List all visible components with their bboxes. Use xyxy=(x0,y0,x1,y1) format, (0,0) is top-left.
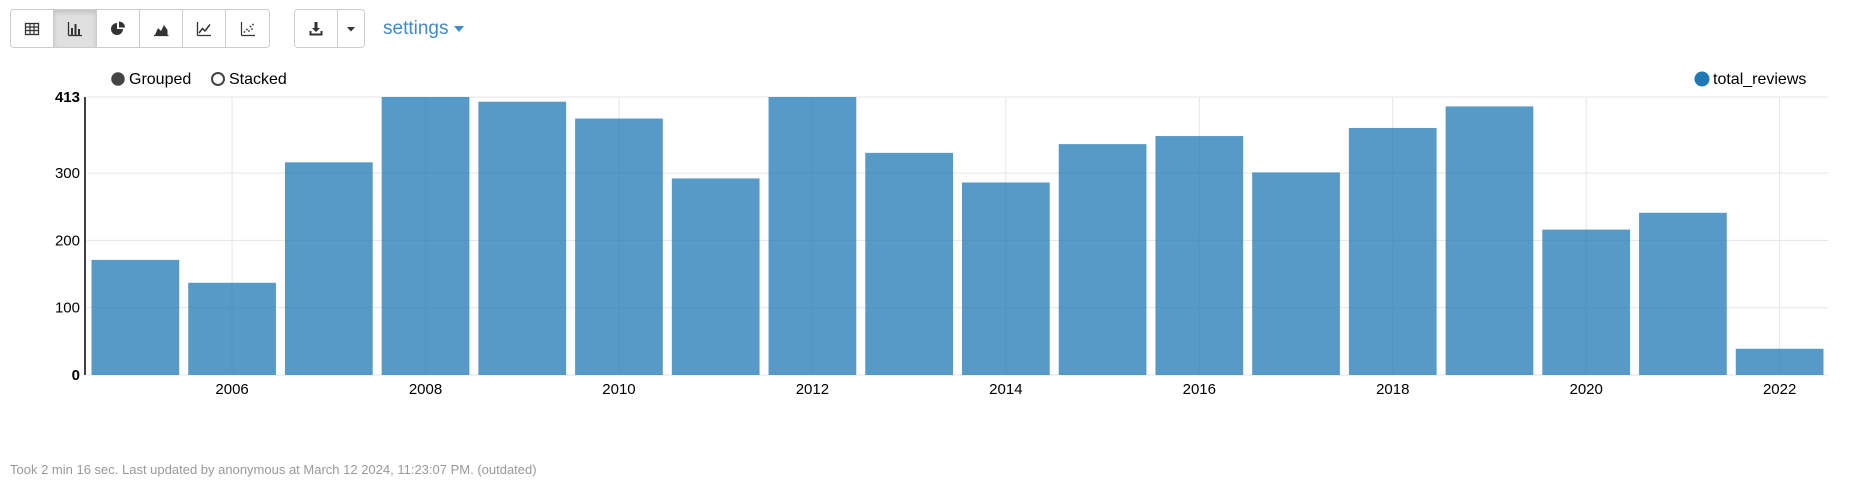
grouped-radio-icon xyxy=(111,72,125,86)
area-chart-view-button[interactable] xyxy=(140,10,183,47)
table-view-button[interactable] xyxy=(11,10,54,47)
chart-toolbar: settings xyxy=(10,9,465,48)
y-tick-label: 200 xyxy=(55,232,80,249)
view-type-button-group xyxy=(10,9,270,48)
y-tick-label: 300 xyxy=(55,165,80,182)
x-tick-label: 2008 xyxy=(409,381,442,398)
bar-2019[interactable] xyxy=(1445,106,1534,375)
stacked-radio-icon xyxy=(211,72,225,86)
legend-item-total-reviews[interactable]: total_reviews xyxy=(1694,71,1806,88)
download-button[interactable] xyxy=(295,10,338,47)
y-tick-label: 413 xyxy=(55,89,80,106)
settings-dropdown[interactable]: settings xyxy=(383,17,465,40)
line-chart-view-button[interactable] xyxy=(183,10,226,47)
download-dropdown-button[interactable] xyxy=(338,10,364,47)
pie-chart-icon xyxy=(111,21,125,35)
stacked-label: Stacked xyxy=(229,71,287,88)
x-tick-label: 2022 xyxy=(1763,381,1796,398)
x-tick-label: 2018 xyxy=(1376,381,1409,398)
settings-label: settings xyxy=(383,17,449,39)
bar-chart-view-button[interactable] xyxy=(54,10,97,47)
x-tick-label: 2016 xyxy=(1183,381,1216,398)
status-footer: Took 2 min 16 sec. Last updated by anony… xyxy=(10,462,537,477)
x-tick-label: 2010 xyxy=(602,381,635,398)
y-tick-label: 100 xyxy=(55,300,80,317)
bar-2009[interactable] xyxy=(478,101,567,376)
bar-2021[interactable] xyxy=(1639,212,1727,375)
legend-label: total_reviews xyxy=(1713,71,1806,88)
bar-2018[interactable] xyxy=(1348,127,1437,375)
bar-chart-icon xyxy=(67,21,82,36)
caret-down-icon xyxy=(347,26,355,31)
bar-2005[interactable] xyxy=(91,259,180,375)
x-tick-label: 2006 xyxy=(215,381,248,398)
bar-chart-svg: 0 100 200 300 413 2006 2008 2010 2012 2014 2016 201… xyxy=(55,71,1828,398)
bar-2007[interactable] xyxy=(284,162,373,375)
x-tick-label: 2020 xyxy=(1570,381,1603,398)
grouped-radio[interactable]: Grouped xyxy=(111,71,191,88)
bar-2012[interactable] xyxy=(768,97,857,375)
grouped-label: Grouped xyxy=(129,71,191,88)
table-icon xyxy=(24,22,40,35)
bars xyxy=(91,97,1824,376)
bar-2016[interactable] xyxy=(1155,136,1244,375)
stacked-radio[interactable]: Stacked xyxy=(211,71,287,88)
x-tick-label: 2012 xyxy=(796,381,829,398)
bar-2011[interactable] xyxy=(671,178,760,375)
download-icon xyxy=(309,21,323,35)
bar-chart: 0 100 200 300 413 2006 2008 2010 2012 2014 2016 201… xyxy=(0,58,1851,398)
line-chart-icon xyxy=(196,21,211,36)
scatter-chart-view-button[interactable] xyxy=(226,10,269,47)
pie-chart-view-button[interactable] xyxy=(97,10,140,47)
bar-2010[interactable] xyxy=(575,118,663,375)
axes: 0 100 200 300 413 2006 2008 2010 2012 2014 2016 201… xyxy=(55,89,1796,398)
bar-2006[interactable] xyxy=(188,282,276,375)
legend-swatch xyxy=(1694,71,1710,87)
scatter-chart-icon xyxy=(240,21,255,36)
bar-2015[interactable] xyxy=(1058,144,1147,375)
bar-2020[interactable] xyxy=(1542,229,1631,375)
x-tick-label: 2014 xyxy=(989,381,1022,398)
y-tick-label: 0 xyxy=(72,367,80,384)
download-button-group xyxy=(294,9,365,48)
bar-2013[interactable] xyxy=(865,152,953,375)
bar-2008[interactable] xyxy=(381,97,470,375)
area-chart-icon xyxy=(154,24,169,36)
bar-2022[interactable] xyxy=(1735,348,1824,375)
bar-2014[interactable] xyxy=(962,182,1050,375)
bar-2017[interactable] xyxy=(1252,172,1340,375)
settings-caret-icon xyxy=(454,25,465,32)
